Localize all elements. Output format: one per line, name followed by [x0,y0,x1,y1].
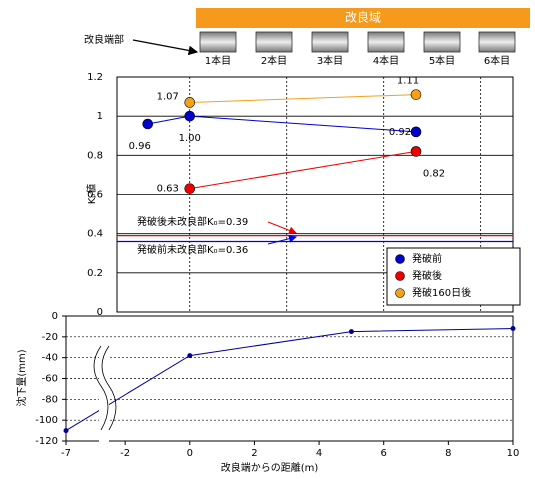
data-point [63,428,69,434]
pile [255,31,293,53]
y-tick-label: -20 [42,332,58,343]
legend-marker [395,254,405,264]
piles: 1本目 2本目 3本目 4本目 5本目 6本目 [199,31,516,67]
y-tick-label: -100 [35,415,58,426]
series-line [189,94,417,103]
banner [196,8,530,28]
y-tick-label: -60 [42,374,58,385]
data-point [184,97,196,108]
x-tick-label: 6 [381,448,387,459]
x-tick-label: -7 [61,448,71,459]
pile-label: 5本目 [429,54,455,67]
legend-marker [395,271,405,281]
data-point [410,146,422,157]
pile-label: 6本目 [484,54,510,67]
annotation-arrow [267,221,297,235]
x-axis-title: 改良端からの距離(m) [221,461,319,474]
data-label: 0.82 [423,168,445,179]
data-point [410,126,422,138]
annotation-arrow [267,234,297,245]
x-tick-label: 0 [187,448,193,459]
data-label: 0.63 [157,184,179,195]
y-tick-label: 0.4 [87,229,103,240]
y-tick-label: 0 [52,311,58,322]
pile [367,31,405,53]
data-label: 0.96 [129,141,151,152]
series-line [65,328,514,432]
data-point [510,326,516,331]
edge-label: 改良端部 [84,33,124,46]
x-tick-label: 8 [445,448,451,459]
settlement-chart: 0-20-40-60-80-100-120-7 -2 0 2 4 6 8 10改良端からの距離… [15,311,519,474]
legend-label: 発破後 [412,269,442,282]
data-point [410,89,422,100]
data-label: 0.92 [389,127,411,138]
data-point [187,353,193,359]
data-point [142,118,154,130]
data-point [184,110,196,122]
pile [199,31,237,53]
y-axis-title: K₀値 [85,184,98,205]
y-tick-label: 1.2 [87,72,103,83]
x-tick-label: 2 [251,448,257,459]
axis-break [101,345,117,431]
pile-label: 2本目 [261,54,287,67]
banner-title: 改良域 [345,10,381,25]
axis-break [93,345,109,431]
y-axis-title: 沈下量(mm) [15,349,28,406]
pile [311,31,349,53]
x-tick-label: -2 [120,448,130,459]
y-tick-label: 0.2 [87,268,103,279]
data-point [348,329,354,335]
y-tick-label: 1 [97,111,103,122]
x-tick-label: 4 [316,448,322,459]
axis-break-gap [99,346,109,442]
legend-label: 発破前 [412,252,442,265]
x-tick-label: 10 [507,448,520,459]
pile-label: 4本目 [373,54,399,67]
y-tick-label: -80 [42,394,58,405]
annotation: 発破前未改良部K₀=0.36 [137,243,248,256]
y-tick-label: -40 [42,353,58,364]
y-tick-label: -120 [35,436,58,447]
data-label: 1.07 [157,91,179,102]
legend-label: 発破160日後 [412,286,471,299]
annotation: 発破後未改良部K₀=0.39 [137,215,248,228]
pile [478,31,516,53]
pile [423,31,461,53]
legend-marker [395,288,405,298]
series-line [189,150,417,190]
legend [386,247,521,306]
y-tick-label: 0.8 [87,150,103,161]
pile-label: 1本目 [205,54,231,67]
data-label: 1.00 [179,133,201,144]
pile-label: 3本目 [317,54,343,67]
edge-arrow [132,39,199,56]
y-tick-label: 0 [97,307,103,318]
y-tick-label: 0.6 [87,190,103,201]
plot-area [65,315,514,442]
data-point [184,183,196,194]
data-label: 1.11 [397,76,419,87]
